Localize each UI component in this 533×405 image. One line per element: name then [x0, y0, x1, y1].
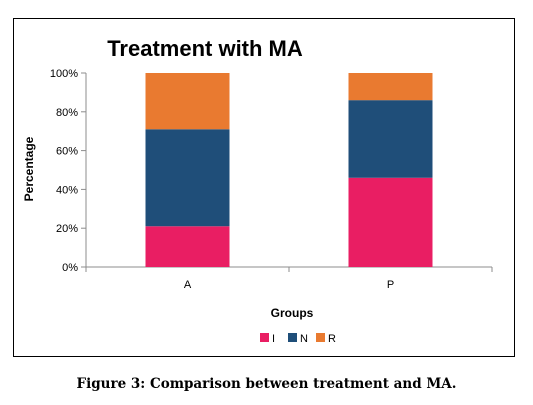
x-tick-label: A [184, 279, 192, 291]
legend-label-i: I [272, 333, 275, 345]
x-axis-label: Groups [271, 306, 314, 320]
legend-label-r: R [328, 333, 336, 345]
chart-title: Treatment with MA [107, 36, 303, 61]
bar-p-r [348, 73, 433, 101]
legend-label-n: N [300, 333, 308, 345]
legend-swatch-i [260, 333, 269, 342]
y-tick-label: 40% [56, 184, 78, 196]
y-tick-label: 100% [50, 68, 78, 80]
y-tick-label: 0% [62, 262, 78, 274]
y-tick-label: 60% [56, 146, 78, 158]
bar-a-r [145, 73, 230, 130]
bar-a-n [145, 129, 230, 227]
legend-swatch-r [316, 333, 325, 342]
bar-p-i [348, 177, 433, 267]
y-axis-label: Percentage [22, 136, 36, 201]
bar-p-n [348, 100, 433, 178]
bar-a-i [145, 226, 230, 267]
chart-frame: Treatment with MA Percentage Groups 0% 20… [13, 18, 515, 357]
figure-caption: Figure 3: Comparison between treatment a… [76, 376, 457, 392]
stacked-bar-chart: Treatment with MA Percentage Groups 0% 20… [22, 36, 493, 345]
legend-swatch-n [288, 333, 297, 342]
x-tick-label: P [387, 279, 394, 291]
y-tick-label: 80% [56, 107, 78, 119]
y-tick-label: 20% [56, 223, 78, 235]
